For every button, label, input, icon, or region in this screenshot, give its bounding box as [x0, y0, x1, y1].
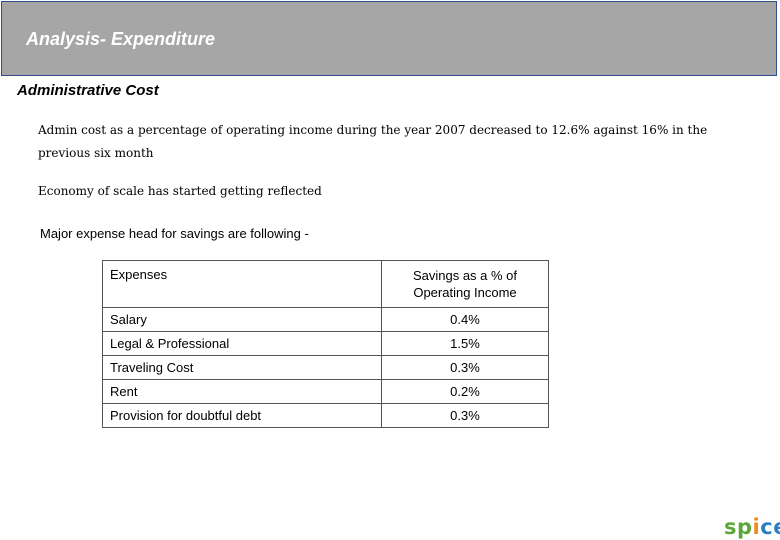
- table-row: Salary 0.4%: [102, 307, 549, 332]
- logo-letter: p: [737, 515, 753, 539]
- column-header-expenses: Expenses: [102, 260, 382, 308]
- saving-cell: 0.3%: [381, 403, 549, 428]
- column-header-savings: Savings as a % of Operating Income: [381, 260, 549, 308]
- saving-cell: 0.4%: [381, 307, 549, 332]
- header-bar: Analysis- Expenditure: [1, 1, 777, 76]
- table-row: Provision for doubtful debt 0.3%: [102, 403, 549, 428]
- logo-letter: c: [760, 515, 774, 539]
- expense-cell: Provision for doubtful debt: [102, 403, 382, 428]
- economy-paragraph: Economy of scale has started getting ref…: [38, 184, 322, 198]
- table-row: Traveling Cost 0.3%: [102, 355, 549, 380]
- page-title: Analysis- Expenditure: [26, 29, 216, 49]
- table-row: Rent 0.2%: [102, 379, 549, 404]
- expense-cell: Rent: [102, 379, 382, 404]
- logo-letter: i: [752, 515, 761, 539]
- saving-cell: 0.2%: [381, 379, 549, 404]
- saving-cell: 1.5%: [381, 331, 549, 356]
- expense-cell: Salary: [102, 307, 382, 332]
- saving-cell: 0.3%: [381, 355, 549, 380]
- major-heads-paragraph: Major expense head for savings are follo…: [40, 226, 309, 241]
- logo-letter: s: [724, 515, 737, 539]
- expense-cell: Legal & Professional: [102, 331, 382, 356]
- spice-logo: spice™: [724, 515, 780, 539]
- expense-cell: Traveling Cost: [102, 355, 382, 380]
- section-heading: Administrative Cost: [17, 82, 159, 99]
- table-row: Legal & Professional 1.5%: [102, 331, 549, 356]
- admin-cost-paragraph: Admin cost as a percentage of operating …: [38, 123, 708, 160]
- logo-letter: e: [773, 515, 780, 539]
- table-header-row: Expenses Savings as a % of Operating Inc…: [102, 260, 549, 308]
- expense-savings-table: Expenses Savings as a % of Operating Inc…: [102, 260, 549, 428]
